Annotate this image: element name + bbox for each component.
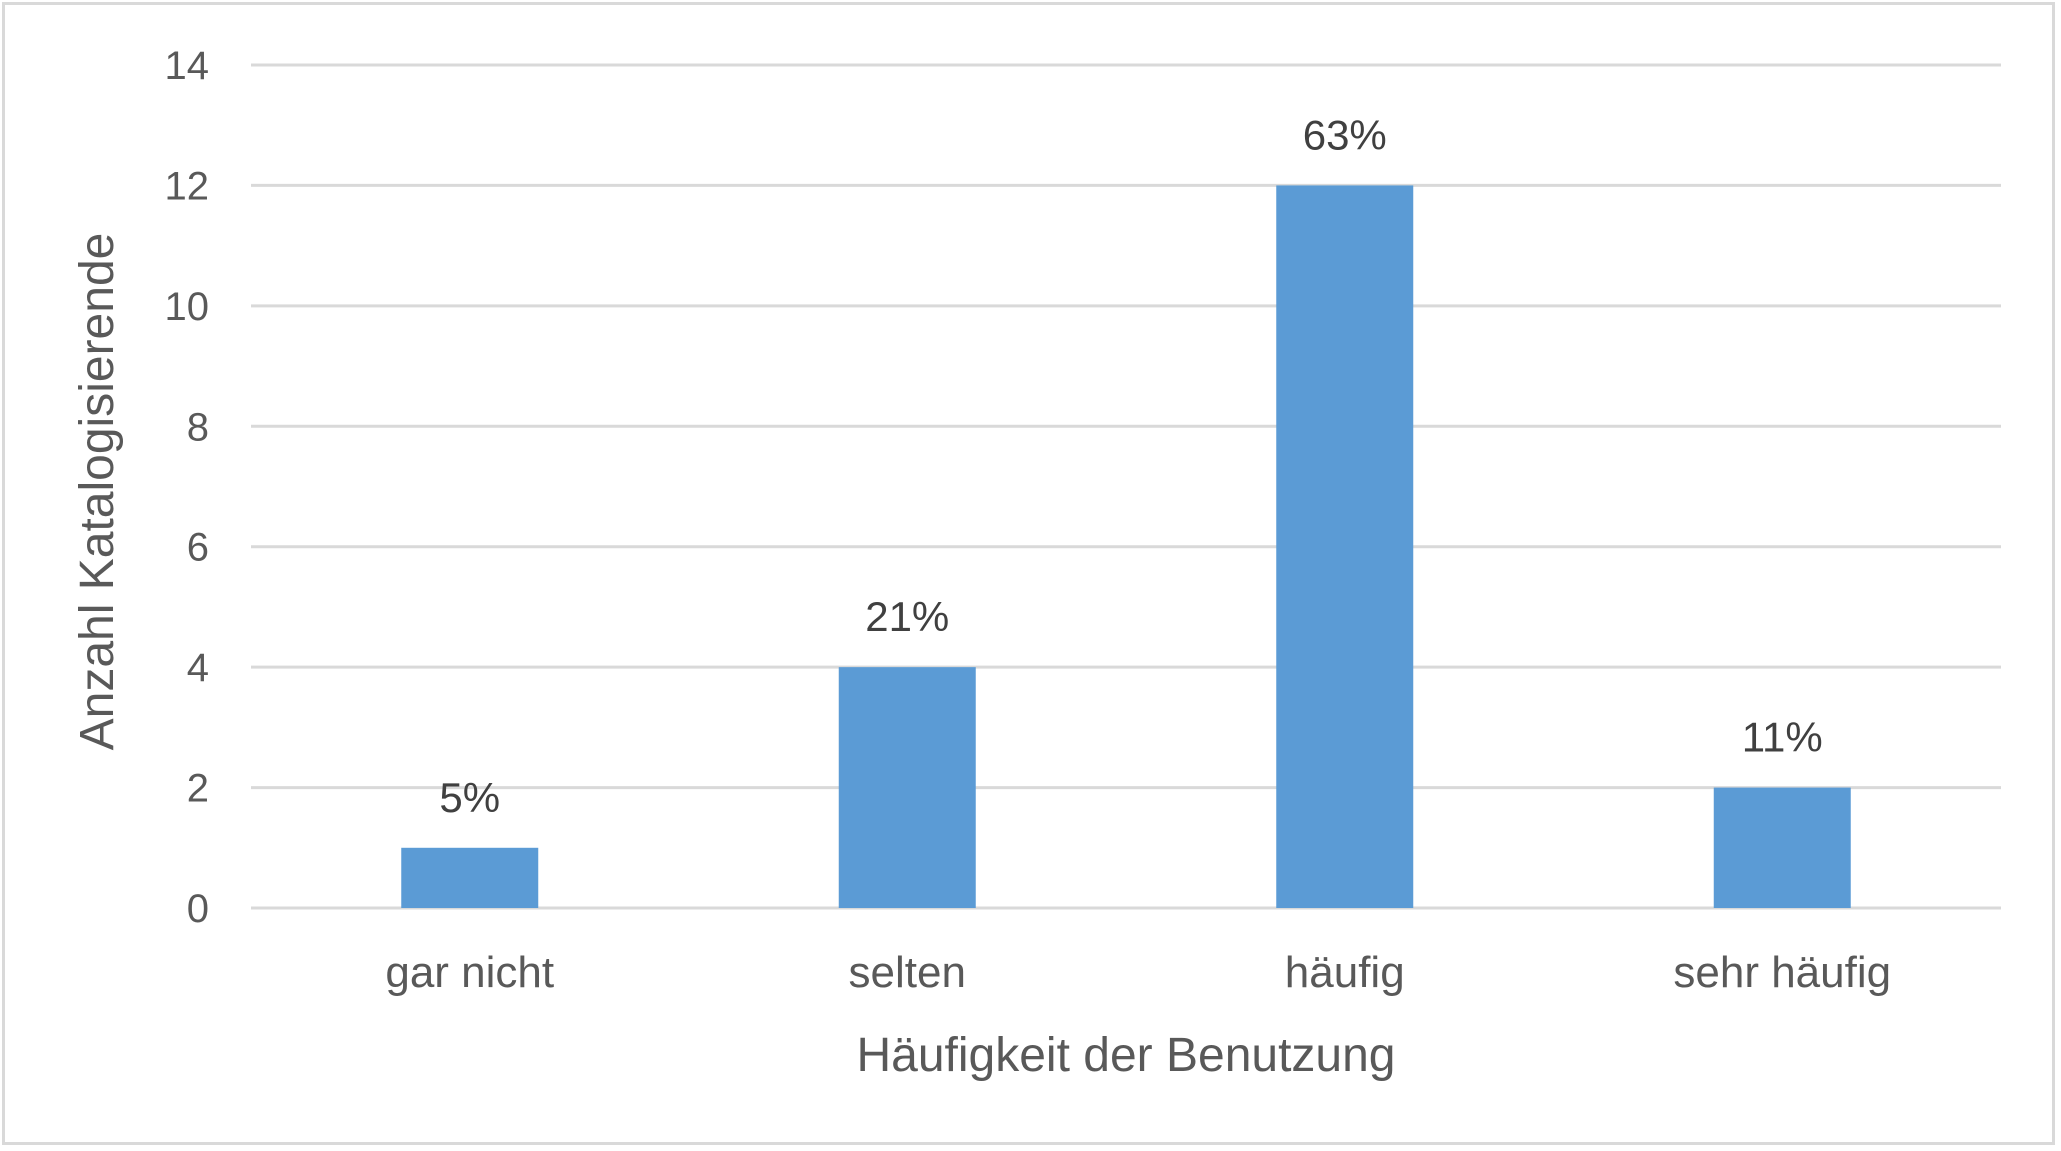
y-tick-label: 8 — [187, 405, 209, 449]
data-labels: 5% 21% 63% 11% — [439, 111, 1822, 820]
data-label: 5% — [439, 774, 500, 821]
y-tick-label: 0 — [187, 887, 209, 931]
x-category-label: gar nicht — [385, 948, 554, 997]
y-axis-title: Anzahl Katalogisierende — [71, 233, 124, 751]
y-tick-label: 6 — [187, 526, 209, 570]
y-tick-label: 4 — [187, 646, 209, 690]
x-axis-title: Häufigkeit der Benutzung — [856, 1029, 1395, 1082]
data-label: 63% — [1303, 111, 1387, 158]
bar — [1276, 185, 1414, 908]
data-label: 11% — [1742, 714, 1823, 761]
x-category-label: sehr häufig — [1673, 948, 1891, 997]
gridlines — [251, 63, 2001, 910]
bars — [401, 185, 1851, 908]
bar — [1713, 787, 1851, 908]
y-axis-ticks: 0 2 4 6 8 10 12 14 — [165, 44, 210, 931]
bar — [838, 667, 976, 908]
y-tick-label: 10 — [165, 285, 210, 329]
x-category-label: häufig — [1285, 948, 1405, 997]
x-category-label: selten — [849, 948, 966, 997]
data-label: 21% — [865, 593, 949, 640]
y-tick-label: 14 — [165, 44, 210, 88]
y-tick-label: 12 — [165, 164, 210, 208]
x-axis-categories: gar nicht selten häufig sehr häufig — [385, 948, 1891, 997]
y-tick-label: 2 — [187, 767, 209, 811]
bar — [401, 847, 539, 908]
bar-chart: 0 2 4 6 8 10 12 14 5% 21% 63% 11% gar nicht selten h… — [71, 44, 2001, 1082]
